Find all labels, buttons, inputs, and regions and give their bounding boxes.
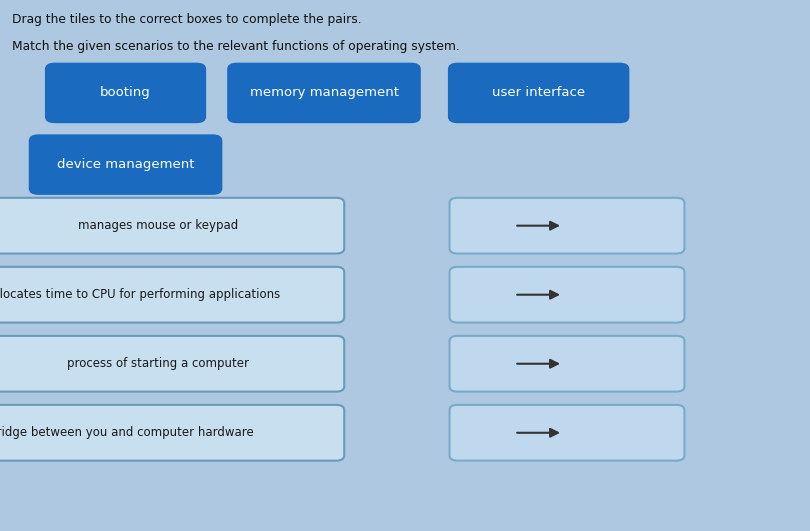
FancyBboxPatch shape bbox=[29, 134, 222, 195]
Text: device management: device management bbox=[57, 158, 194, 171]
Text: Drag the tiles to the correct boxes to complete the pairs.: Drag the tiles to the correct boxes to c… bbox=[12, 13, 362, 26]
FancyBboxPatch shape bbox=[45, 63, 206, 123]
Text: booting: booting bbox=[100, 87, 151, 99]
FancyBboxPatch shape bbox=[0, 267, 344, 322]
Text: allocates time to CPU for performing applications: allocates time to CPU for performing app… bbox=[0, 288, 281, 301]
FancyBboxPatch shape bbox=[450, 405, 684, 461]
Text: memory management: memory management bbox=[249, 87, 399, 99]
FancyBboxPatch shape bbox=[227, 63, 421, 123]
Text: bridge between you and computer hardware: bridge between you and computer hardware bbox=[0, 426, 254, 439]
FancyBboxPatch shape bbox=[0, 336, 344, 392]
Text: Match the given scenarios to the relevant functions of operating system.: Match the given scenarios to the relevan… bbox=[12, 40, 460, 53]
Text: process of starting a computer: process of starting a computer bbox=[67, 357, 249, 370]
FancyBboxPatch shape bbox=[448, 63, 629, 123]
FancyBboxPatch shape bbox=[450, 198, 684, 254]
FancyBboxPatch shape bbox=[0, 405, 344, 461]
Text: manages mouse or keypad: manages mouse or keypad bbox=[78, 219, 238, 232]
FancyBboxPatch shape bbox=[0, 198, 344, 254]
FancyBboxPatch shape bbox=[450, 336, 684, 392]
Text: user interface: user interface bbox=[492, 87, 585, 99]
FancyBboxPatch shape bbox=[450, 267, 684, 322]
